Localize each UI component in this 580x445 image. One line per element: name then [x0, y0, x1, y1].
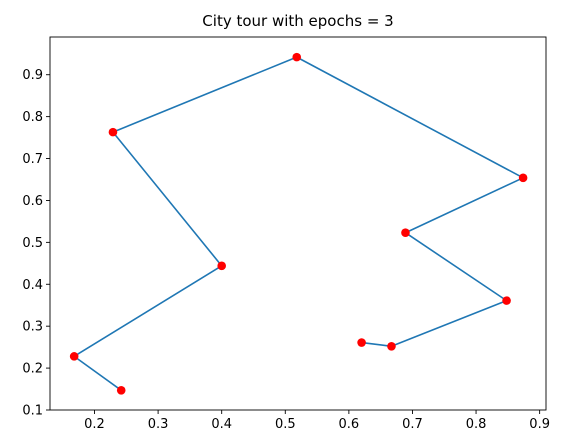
x-tick-label: 0.5 [275, 417, 296, 432]
city-point [292, 53, 301, 62]
axes-frame [50, 37, 546, 410]
y-tick-label: 0.7 [22, 152, 43, 167]
x-tick-label: 0.3 [148, 417, 169, 432]
y-tick-label: 0.9 [22, 68, 43, 83]
y-tick-label: 0.8 [22, 110, 43, 125]
city-point [70, 352, 79, 361]
city-point [401, 228, 410, 237]
y-tick-label: 0.2 [22, 362, 43, 377]
city-point [357, 338, 366, 347]
y-tick-label: 0.1 [22, 404, 43, 419]
x-tick-label: 0.7 [402, 417, 423, 432]
y-tick-label: 0.3 [22, 320, 43, 335]
y-tick-label: 0.5 [22, 236, 43, 251]
city-point [519, 174, 528, 183]
city-point [117, 386, 126, 395]
chart-title: City tour with epochs = 3 [202, 12, 393, 30]
x-tick-label: 0.4 [211, 417, 232, 432]
plot-area [70, 53, 528, 395]
x-tick-label: 0.9 [529, 417, 550, 432]
x-tick-label: 0.6 [339, 417, 360, 432]
x-tick-label: 0.8 [466, 417, 487, 432]
city-point [387, 342, 396, 351]
y-tick-label: 0.4 [22, 278, 43, 293]
x-tick-label: 0.2 [84, 417, 105, 432]
tour-line [74, 57, 523, 390]
city-point [502, 296, 511, 305]
city-point [217, 262, 226, 271]
y-tick-label: 0.6 [22, 194, 43, 209]
city-point [109, 128, 118, 137]
axes: 0.2 0.3 0.4 0.5 0.6 0.7 0.8 0.9 0.1 0.2 0.3 0.4 0.5 0… [22, 37, 550, 432]
